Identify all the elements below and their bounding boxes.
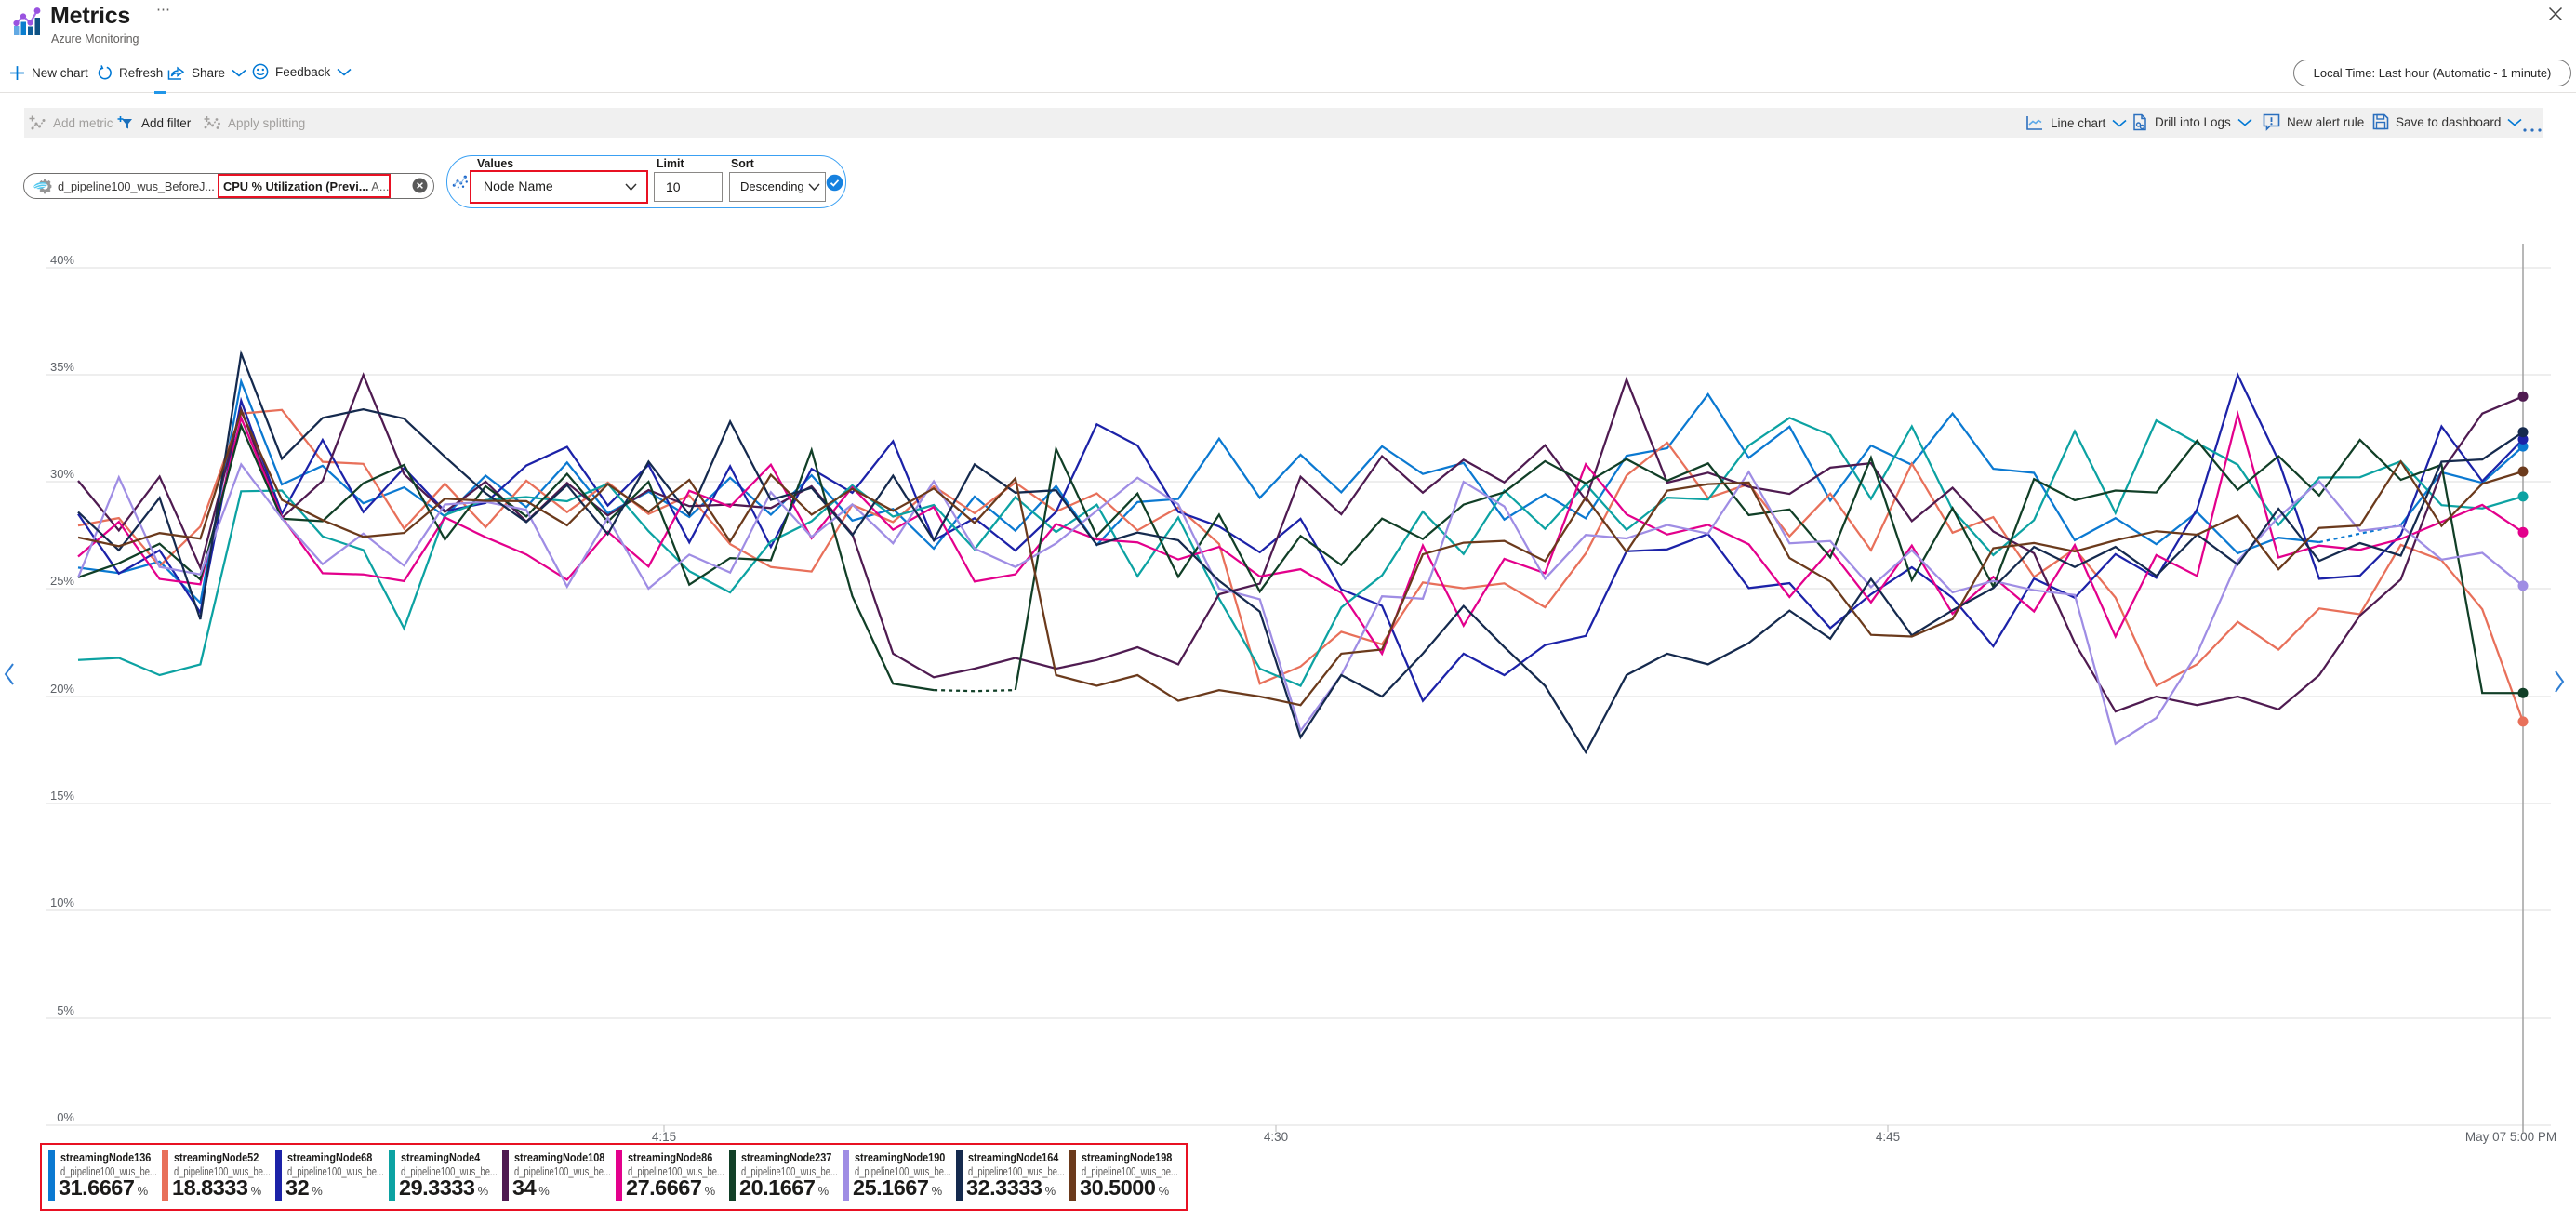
- svg-text:5%: 5%: [57, 1003, 74, 1017]
- svg-text:4:15: 4:15: [652, 1130, 676, 1144]
- svg-text:4:45: 4:45: [1876, 1130, 1900, 1144]
- svg-text:25%: 25%: [50, 574, 74, 588]
- svg-text:40%: 40%: [50, 253, 74, 267]
- svg-text:4:30: 4:30: [1264, 1130, 1288, 1144]
- svg-text:May 07 5:00 PM: May 07 5:00 PM: [2465, 1130, 2556, 1144]
- svg-text:20%: 20%: [50, 682, 74, 696]
- svg-text:35%: 35%: [50, 360, 74, 374]
- svg-text:15%: 15%: [50, 789, 74, 803]
- svg-text:0%: 0%: [57, 1110, 74, 1124]
- svg-text:30%: 30%: [50, 467, 74, 481]
- svg-text:10%: 10%: [50, 896, 74, 909]
